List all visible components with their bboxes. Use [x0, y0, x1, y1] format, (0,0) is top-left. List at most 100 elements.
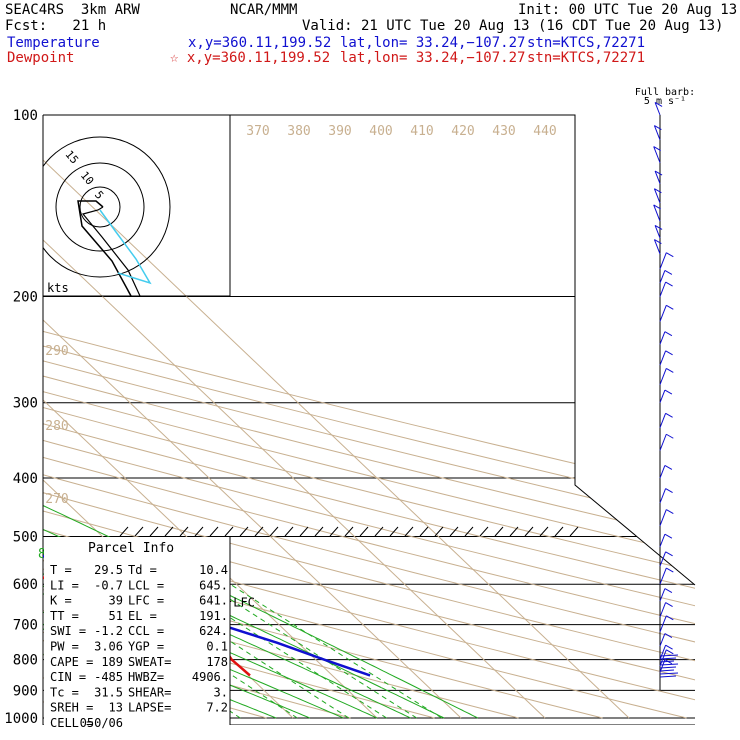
forecast-hour: Fcst: 21 h — [5, 18, 107, 34]
parcel-label: K = — [50, 594, 72, 608]
wind-barb — [659, 368, 674, 385]
parcel-label: LFC = — [128, 594, 164, 608]
parcel-value: 10.4 — [199, 563, 228, 577]
wind-barb — [653, 239, 662, 255]
hodograph-ring — [79, 186, 121, 228]
pressure-label-1000: 1000 — [4, 711, 38, 727]
hodograph-ring-label: 10 — [78, 169, 96, 188]
mixing-ratio-label: 8 — [38, 547, 46, 562]
parcel-value: 624. — [199, 624, 228, 638]
org-title: NCAR/MMM — [230, 2, 298, 18]
dry-adiabat — [43, 115, 695, 719]
barb-legend-unit: 5 m s⁻¹ — [644, 96, 686, 107]
plot-border — [43, 114, 696, 586]
parcel-label: CCL = — [128, 624, 164, 638]
wind-barb — [659, 252, 674, 270]
dry-adiabat — [43, 115, 695, 719]
dry-adiabat — [43, 115, 435, 719]
parcel-box — [44, 537, 230, 725]
hatch-mark — [284, 526, 294, 537]
parcel-label: EL = — [128, 609, 157, 623]
hodograph-ring — [43, 136, 171, 278]
parcel-value: -485 — [94, 670, 123, 684]
parcel-label: PW = — [50, 640, 79, 654]
dry-adiabat — [43, 115, 695, 719]
hatch-mark — [194, 526, 204, 537]
temperature-legend: Temperature — [7, 35, 100, 51]
parcel-value: 191. — [199, 609, 228, 623]
theta-label: 440 — [533, 124, 556, 139]
hatch-mark — [314, 526, 324, 537]
wind-barb — [653, 204, 661, 222]
isotherm-line — [43, 115, 378, 719]
parcel-label: SREH = — [50, 701, 93, 715]
wind-barb — [654, 170, 663, 184]
dewpoint-legend: Dewpoint — [7, 50, 75, 66]
pressure-label-200: 200 — [13, 290, 38, 306]
theta-label: 420 — [451, 124, 474, 139]
wind-barb — [659, 389, 673, 403]
wind-barb — [659, 270, 673, 284]
parcel-value: 645. — [199, 578, 228, 592]
wind-barb — [659, 509, 674, 526]
pressure-label-800: 800 — [13, 653, 38, 669]
hodograph-ring-label: 15 — [63, 148, 81, 167]
theta-label: 280 — [45, 419, 68, 434]
wind-barb — [659, 654, 679, 657]
wind-barb — [659, 669, 675, 672]
temperature-latlon: lat,lon= 33.24,−107.27 — [340, 35, 526, 51]
parcel-label: CELL = — [50, 716, 93, 730]
wind-barb — [659, 672, 679, 675]
parcel-value: 3. — [214, 685, 228, 699]
dry-adiabat — [43, 115, 603, 719]
dry-adiabat — [43, 115, 695, 719]
dewpoint-latlon: lat,lon= 33.24,−107.27 — [340, 50, 526, 66]
theta-label: 400 — [369, 124, 392, 139]
wind-barb — [659, 281, 673, 297]
wind-barb — [659, 649, 674, 667]
wind-barb — [659, 615, 674, 633]
moist-adiabat — [43, 289, 344, 719]
parcel-label: HWBZ= — [128, 670, 164, 684]
hatch-mark — [209, 526, 219, 537]
wind-barb — [654, 225, 663, 239]
parcel-value: 31.5 — [94, 685, 123, 699]
wind-barb — [659, 567, 674, 585]
hodograph-trace — [81, 206, 141, 297]
hatch-mark — [419, 526, 429, 537]
mixing-ratio-line — [148, 546, 417, 719]
hatch-mark — [524, 526, 534, 537]
wind-barb — [653, 188, 662, 204]
hatch-mark — [269, 526, 279, 537]
pressure-label-500: 500 — [13, 529, 38, 545]
hatch-mark — [134, 526, 144, 537]
hodograph-ring-label: 5 — [92, 188, 106, 201]
parcel-title: Parcel Info — [88, 541, 174, 556]
hatch-mark — [449, 526, 459, 537]
isotherm-line — [43, 115, 462, 719]
wind-barb — [659, 331, 673, 345]
lfc-label: LFC — [233, 596, 255, 610]
dewpoint-xy: ☆ x,y=360.11,199.52 — [170, 50, 331, 66]
hatch-mark — [404, 526, 414, 537]
wind-barb — [659, 588, 673, 602]
wind-barb — [659, 666, 677, 669]
wind-barb — [659, 663, 679, 666]
parcel-label: Tc = — [50, 685, 79, 699]
dry-adiabat — [43, 115, 695, 719]
parcel-label: SWEAT= — [128, 655, 171, 669]
wind-barb — [659, 412, 673, 428]
hodograph-ring — [55, 162, 145, 252]
theta-label: 410 — [410, 124, 433, 139]
wind-barb — [659, 433, 674, 451]
valid-time: Valid: 21 UTC Tue 20 Aug 13 (16 CDT Tue … — [302, 18, 724, 34]
hatch-mark — [164, 526, 174, 537]
wind-barb — [659, 660, 675, 663]
wind-barb — [659, 644, 673, 660]
pressure-label-900: 900 — [13, 683, 38, 699]
temperature-station: stn=KTCS,72271 — [527, 35, 646, 51]
hatch-mark — [539, 526, 549, 537]
hatch-mark — [119, 526, 129, 537]
